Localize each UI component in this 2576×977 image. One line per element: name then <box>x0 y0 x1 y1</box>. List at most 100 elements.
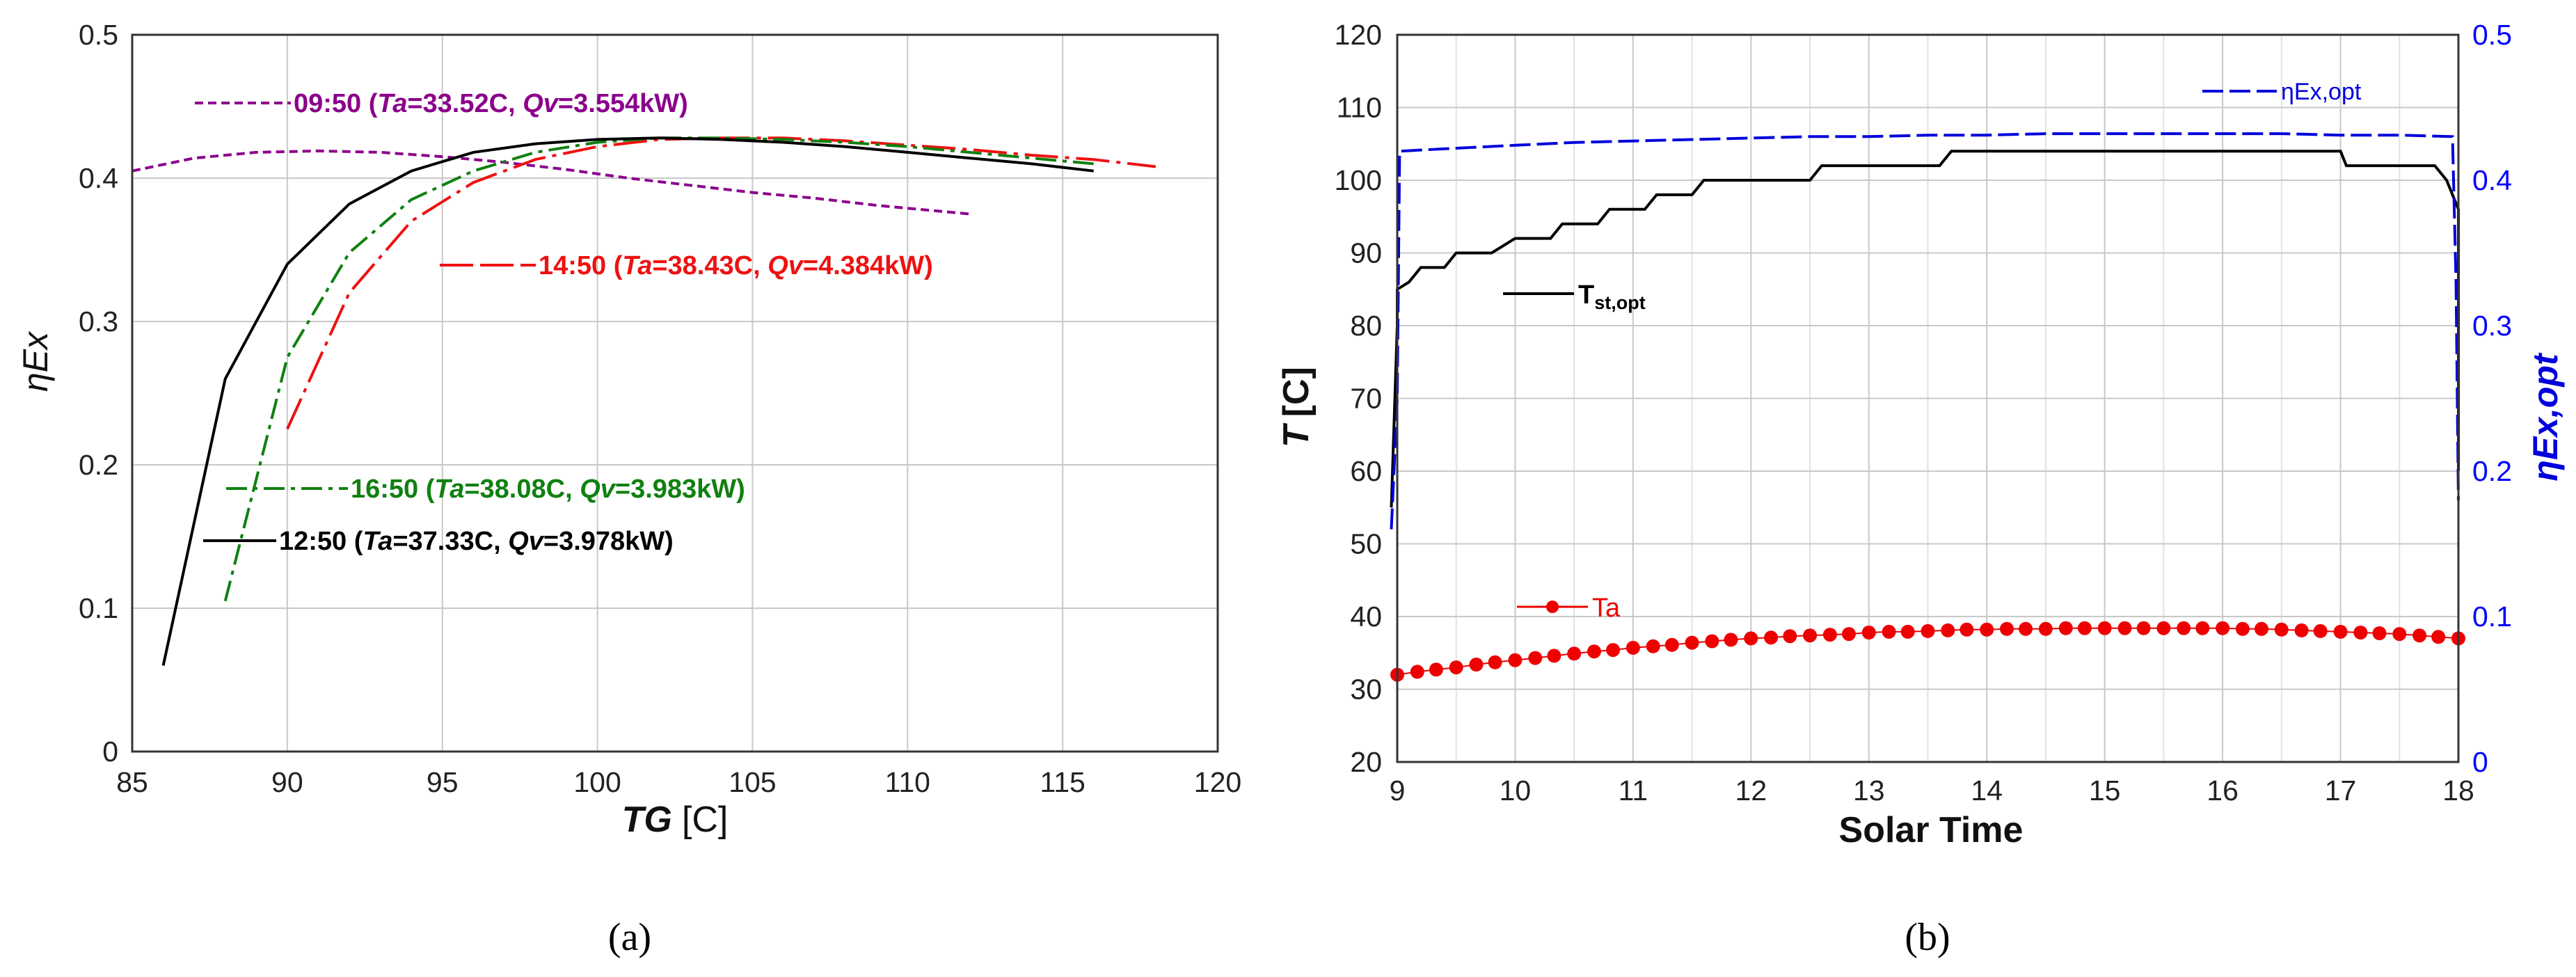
series-line-exopt <box>1390 132 2460 530</box>
ta-marker <box>2058 621 2073 635</box>
legend-1650-time: 16:50 ( <box>351 475 435 504</box>
a-y-tick-label: 0.5 <box>79 19 118 51</box>
a-y-tick-label: 0.4 <box>79 162 118 194</box>
legend-1250-ta-val: =37.33C, <box>392 527 508 556</box>
panel-b-series <box>1390 132 2465 682</box>
ta-marker <box>2431 630 2446 644</box>
a-x-tick-label: 115 <box>1040 766 1085 798</box>
ta-marker <box>2195 621 2210 635</box>
legend-1450-qv-val: =4.384kW) <box>803 251 933 280</box>
b-y-tick-right-label: 0.4 <box>2472 164 2512 196</box>
ta-marker <box>2353 626 2368 640</box>
panel-b: 9 10 11 12 13 14 15 16 17 18 20 30 40 50 60 70 80 90 100 1… <box>1276 19 2565 959</box>
a-y-tick-label: 0.3 <box>79 305 118 337</box>
ta-marker <box>2077 621 2092 635</box>
b-y-tick-left-label: 50 <box>1350 528 1382 560</box>
panel-a-y-ticks: 0 0.1 0.2 0.3 0.4 0.5 <box>79 19 118 768</box>
ta-marker <box>2333 624 2348 639</box>
b-y-tick-left-label: 80 <box>1350 310 1382 342</box>
panel-a-x-label-var: TG <box>622 800 672 840</box>
ta-marker <box>2097 621 2112 635</box>
b-y-tick-right-label: 0.5 <box>2472 19 2512 51</box>
legend-1450-time: 14:50 ( <box>539 251 623 280</box>
b-y-tick-left-label: 20 <box>1350 746 1382 778</box>
b-y-tick-right-label: 0.2 <box>2472 455 2512 487</box>
panel-a-caption: (a) <box>608 916 651 959</box>
legend-ta: Ta <box>1592 594 1621 623</box>
ta-marker <box>1547 649 1561 663</box>
legend-tst-main: T <box>1578 280 1594 310</box>
legend-1650-ta-val: =38.08C, <box>464 475 580 504</box>
ta-marker <box>1469 658 1484 672</box>
b-x-tick-label: 14 <box>1971 775 2003 807</box>
panel-a-series <box>132 136 1156 666</box>
ta-marker <box>1842 627 1856 642</box>
legend-tst: Tst,opt <box>1578 280 1646 313</box>
ta-marker <box>1429 662 1443 677</box>
b-y-tick-left-label: 60 <box>1350 455 1382 487</box>
ta-marker <box>2294 623 2309 637</box>
b-y-tick-left-label: 120 <box>1335 19 1382 51</box>
legend-0950-ta-key: Ta <box>377 89 407 118</box>
b-x-tick-label: 13 <box>1853 775 1885 807</box>
series-line-1250 <box>161 136 1094 666</box>
a-x-tick-label: 110 <box>885 766 930 798</box>
legend-1250-ta-key: Ta <box>363 527 392 556</box>
a-x-tick-label: 85 <box>116 766 148 798</box>
ta-marker <box>2136 621 2151 635</box>
legend-1650-ta-key: Ta <box>434 475 464 504</box>
ta-marker <box>1646 639 1660 653</box>
ta-marker <box>1921 623 1935 638</box>
a-x-tick-label: 100 <box>573 766 621 798</box>
b-x-tick-label: 15 <box>2089 775 2121 807</box>
ta-marker <box>1783 629 1797 644</box>
b-x-tick-label: 12 <box>1735 775 1767 807</box>
legend-1650: 16:50 (Ta=38.08C, Qv=3.983kW) <box>351 475 745 504</box>
legend-1250-time: 12:50 ( <box>279 527 363 556</box>
ta-marker <box>1606 643 1621 658</box>
legend-0950-qv-val: =3.554kW) <box>558 89 688 118</box>
panel-b-y-label-left-var: T <box>1276 422 1317 447</box>
ta-marker <box>1764 630 1779 645</box>
a-y-tick-label: 0 <box>102 736 118 768</box>
b-x-tick-label: 16 <box>2207 775 2239 807</box>
a-y-tick-label: 0.2 <box>79 449 118 481</box>
legend-0950-time: 09:50 ( <box>294 89 378 118</box>
panel-b-y-label-right: ηEx,opt <box>2526 352 2565 482</box>
a-x-tick-label: 95 <box>427 766 459 798</box>
series-line-1450 <box>286 136 1156 430</box>
ta-marker <box>2000 621 2014 636</box>
panel-b-legends: ηEx,opt Tst,opt Ta <box>1503 79 2362 623</box>
ta-marker <box>2156 621 2171 635</box>
ta-marker <box>1959 622 1974 637</box>
ta-marker <box>1724 633 1738 647</box>
ta-marker <box>1625 640 1640 655</box>
legend-1450-ta-val: =38.43C, <box>652 251 768 280</box>
ta-marker <box>1528 651 1543 665</box>
ta-marker <box>2255 621 2268 636</box>
panel-a: 85 90 95 100 105 110 115 120 0 0.1 0.2 0.3 0.4 0.5 η… <box>16 19 1241 959</box>
b-y-tick-left-label: 70 <box>1350 383 1382 415</box>
b-y-tick-left-label: 90 <box>1350 237 1382 269</box>
ta-marker <box>2412 628 2427 643</box>
panel-b-x-ticks: 9 10 11 12 13 14 15 16 17 18 <box>1390 775 2474 807</box>
ta-marker <box>1861 626 1876 640</box>
legend-0950-qv-key: Qv <box>523 89 559 118</box>
b-y-tick-left-label: 110 <box>1337 92 1382 124</box>
b-y-tick-left-label: 100 <box>1335 164 1382 196</box>
panel-a-legends: 09:50 (Ta=33.52C, Qv=3.554kW) 14:50 (Ta=… <box>195 89 933 556</box>
ta-marker <box>1508 653 1522 667</box>
b-y-tick-left-label: 40 <box>1350 601 1382 633</box>
legend-0950-ta-val: =33.52C, <box>407 89 523 118</box>
legend-1650-qv-key: Qv <box>580 475 617 504</box>
panel-b-x-label: Solar Time <box>1839 810 2024 850</box>
ta-marker <box>1664 637 1679 652</box>
ta-marker <box>1822 628 1837 642</box>
ta-marker <box>2372 626 2387 640</box>
legend-1450-ta-key: Ta <box>622 251 652 280</box>
panel-b-y-label-left-unit: [C] <box>1276 367 1317 417</box>
ta-marker <box>1900 624 1915 639</box>
b-y-tick-right-label: 0 <box>2472 746 2488 778</box>
legend-1250: 12:50 (Ta=37.33C, Qv=3.978kW) <box>279 527 674 556</box>
panel-b-frame <box>1396 33 2460 763</box>
